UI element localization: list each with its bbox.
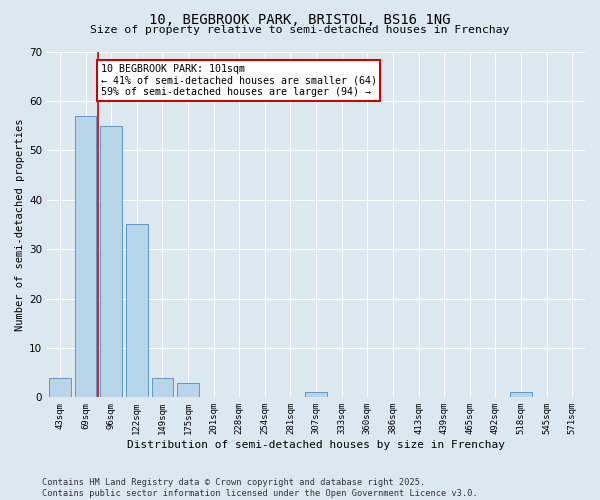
Y-axis label: Number of semi-detached properties: Number of semi-detached properties — [15, 118, 25, 330]
Bar — [49, 378, 71, 398]
Text: Size of property relative to semi-detached houses in Frenchay: Size of property relative to semi-detach… — [91, 25, 509, 35]
Bar — [305, 392, 327, 398]
Bar — [510, 392, 532, 398]
Text: Contains HM Land Registry data © Crown copyright and database right 2025.
Contai: Contains HM Land Registry data © Crown c… — [42, 478, 478, 498]
Text: 10, BEGBROOK PARK, BRISTOL, BS16 1NG: 10, BEGBROOK PARK, BRISTOL, BS16 1NG — [149, 12, 451, 26]
Bar — [74, 116, 97, 398]
Text: 10 BEGBROOK PARK: 101sqm
← 41% of semi-detached houses are smaller (64)
59% of s: 10 BEGBROOK PARK: 101sqm ← 41% of semi-d… — [101, 64, 377, 97]
Bar — [152, 378, 173, 398]
X-axis label: Distribution of semi-detached houses by size in Frenchay: Distribution of semi-detached houses by … — [127, 440, 505, 450]
Bar — [100, 126, 122, 398]
Bar — [126, 224, 148, 398]
Bar — [177, 382, 199, 398]
